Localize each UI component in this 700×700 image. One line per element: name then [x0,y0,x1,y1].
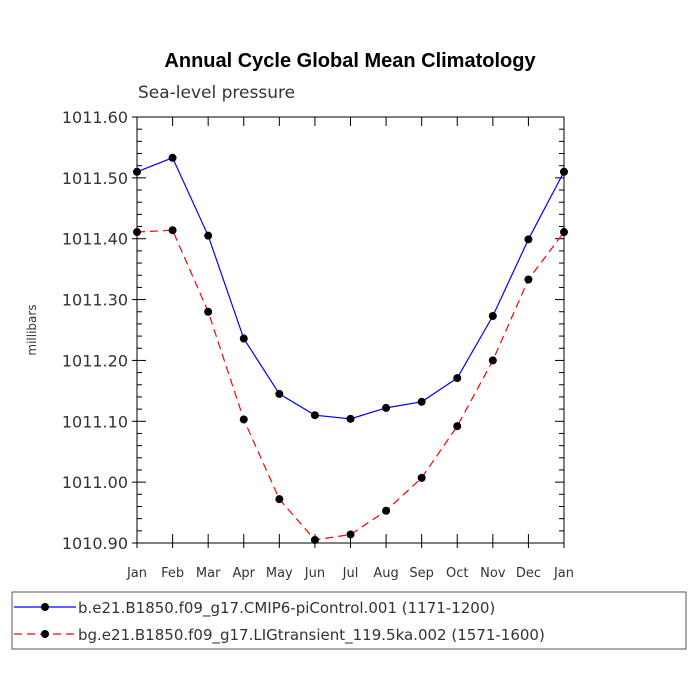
data-point [346,530,355,539]
y-tick-label: 1011.40 [62,230,128,249]
x-tick-label: Dec [516,566,541,581]
y-tick-label: 1010.90 [62,534,128,553]
data-point [524,235,533,244]
x-tick-label: May [266,566,293,581]
plot-frame [136,116,565,544]
x-tick-label: Mar [196,566,221,581]
series-layer [133,153,568,544]
data-point [382,403,391,412]
legend-label-2: bg.e21.B1850.f09_g17.LIGtransient_119.5k… [78,626,545,645]
data-point [488,356,497,365]
data-point [239,334,248,343]
x-tick-label: Apr [233,566,256,581]
x-tick-label: Jan [126,566,147,581]
x-tick-label: Jun [304,566,325,581]
data-point [204,231,213,240]
legend-box [11,591,687,650]
data-point [453,422,462,431]
y-tick-label: 1011.60 [62,108,128,127]
x-tick-label: Feb [161,566,184,581]
y-tick-label: 1011.50 [62,169,128,188]
data-point [275,495,284,504]
legend: b.e21.B1850.f09_g17.CMIP6-piControl.001 … [11,591,687,650]
legend-label-1: b.e21.B1850.f09_g17.CMIP6-piControl.001 … [78,599,495,618]
legend-marker [41,603,49,611]
series-line-2 [136,229,565,541]
y-axis: 1011.60 1011.50 1011.40 1011.30 1011.20 1011.… [62,108,564,553]
data-point [133,167,141,176]
data-point [560,228,568,237]
chart-title: Annual Cycle Global Mean Climatology [164,50,536,72]
data-point [560,167,568,176]
data-point [417,397,426,406]
x-tick-label: Sep [409,566,434,581]
y-tick-label: 1011.10 [62,412,128,431]
data-point [453,374,462,383]
x-tick-label: Aug [373,566,398,581]
data-point [168,226,177,235]
data-point [417,473,426,482]
chart-subtitle: Sea-level pressure [138,83,295,103]
data-point [310,535,319,544]
x-tick-label: Jul [342,566,359,581]
data-point [310,411,319,420]
data-point [168,153,177,162]
data-point [346,414,355,423]
x-axis: Jan Feb Mar Apr May Jun Jul Aug Sep Oct Nov Dec Jan [126,117,574,581]
x-tick-label: Oct [446,566,468,581]
data-point [524,275,533,284]
legend-marker [41,630,49,638]
data-point [239,415,248,424]
data-point [275,389,284,398]
y-axis-label: millibars [25,304,39,355]
y-tick-label: 1011.00 [62,473,128,492]
x-tick-label: Nov [480,566,506,581]
x-tick-label: Jan [553,566,574,581]
series-line-1 [136,157,565,420]
y-tick-label: 1011.30 [62,291,128,310]
data-point [133,228,141,237]
y-tick-label: 1011.20 [62,351,128,370]
data-point [488,312,497,321]
data-point [204,307,213,316]
data-point [382,506,391,515]
